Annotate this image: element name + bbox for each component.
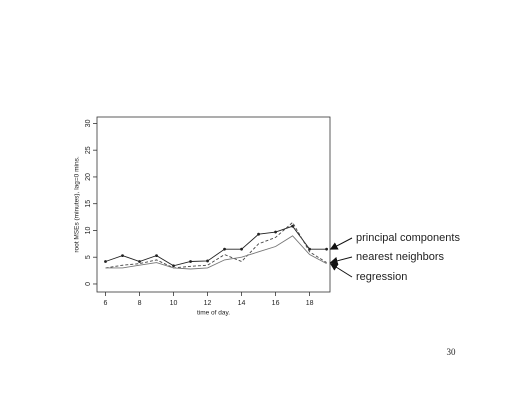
x-tick-label: 16 <box>272 300 280 307</box>
point <box>274 230 277 234</box>
legend-label: regression <box>356 271 407 283</box>
point <box>104 260 107 263</box>
point <box>240 247 243 251</box>
point <box>155 254 158 258</box>
legend-label: nearest neighbors <box>356 251 445 263</box>
y-tick-label: 10 <box>85 226 92 234</box>
legend-label: principal components <box>356 232 460 244</box>
x-axis-label: time of day. <box>197 310 230 317</box>
x-tick-label: 8 <box>138 300 142 307</box>
point <box>206 259 209 263</box>
y-tick-label: 30 <box>85 119 92 127</box>
point <box>121 254 124 258</box>
series-line <box>105 221 327 269</box>
legend-arrow <box>329 237 353 250</box>
legend-arrow <box>329 263 353 278</box>
point <box>138 260 141 263</box>
y-tick-label: 25 <box>85 146 92 154</box>
point <box>189 260 192 263</box>
x-tick-label: 12 <box>204 300 212 307</box>
legend-arrow <box>329 256 353 265</box>
plot-frame <box>96 116 331 293</box>
point <box>291 224 294 228</box>
y-axis-label: root MSEs (minutes), lag=0 mins. <box>74 156 81 252</box>
x-tick-label: 6 <box>104 300 108 307</box>
y-tick-label: 15 <box>85 200 92 208</box>
x-tick-label: 18 <box>306 300 314 307</box>
y-tick-label: 0 <box>85 282 92 286</box>
series-line <box>105 225 327 267</box>
point <box>223 247 226 251</box>
point <box>257 232 260 236</box>
series-line <box>105 235 327 270</box>
x-tick-label: 10 <box>170 300 178 307</box>
point <box>325 247 328 251</box>
x-tick-label: 14 <box>238 300 246 307</box>
point <box>172 264 175 268</box>
page-number: 30 <box>447 347 457 357</box>
y-tick-label: 5 <box>85 255 92 259</box>
y-tick-label: 20 <box>85 173 92 181</box>
